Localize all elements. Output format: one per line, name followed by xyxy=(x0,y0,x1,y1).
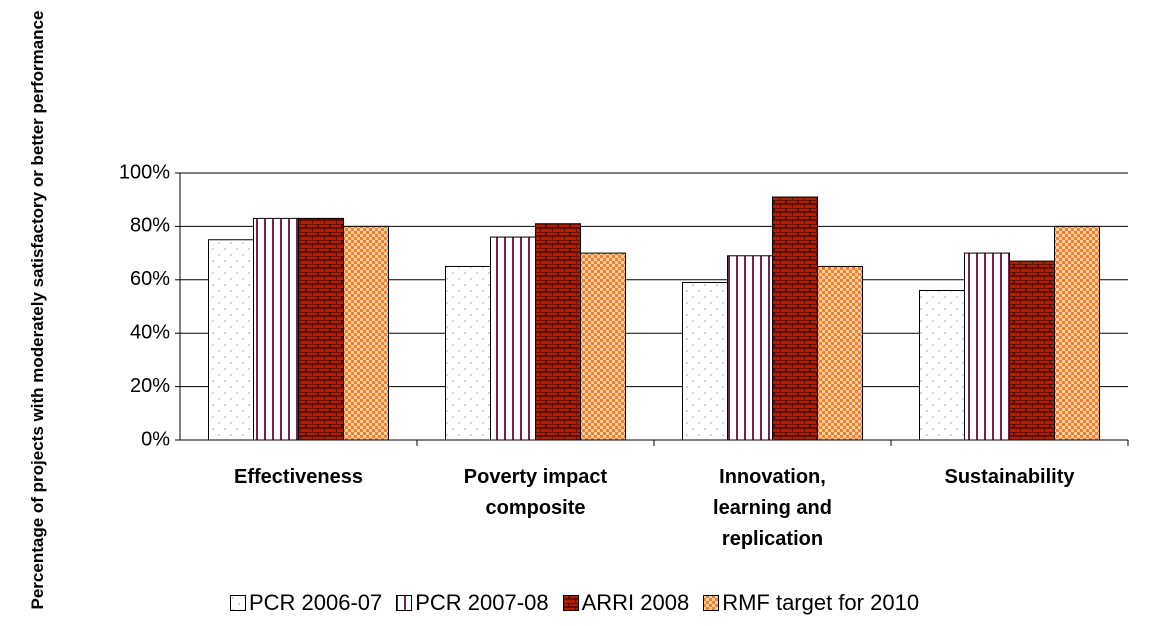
y-axis-title: Percentage of projects with moderately s… xyxy=(28,10,47,610)
legend-label: RMF target for 2010 xyxy=(722,590,920,615)
y-tick-label: 60% xyxy=(130,268,170,290)
bar xyxy=(919,289,965,441)
legend: PCR 2006-07 PCR 2007-08 ARRI 2008 RMF targe… xyxy=(0,590,1149,616)
y-tick-label: 80% xyxy=(130,215,170,237)
bar xyxy=(445,265,491,441)
bar xyxy=(1009,260,1055,441)
legend-label: PCR 2006-07 xyxy=(248,590,383,615)
legend-item: RMF target for 2010 xyxy=(703,590,919,616)
bar xyxy=(208,239,254,441)
bar xyxy=(580,252,626,441)
bar xyxy=(535,223,581,441)
bar xyxy=(772,196,818,441)
bar xyxy=(490,236,536,441)
legend-swatch xyxy=(562,595,579,611)
y-tick-label: 20% xyxy=(130,375,170,397)
x-tick-label: Poverty impact composite xyxy=(463,466,608,519)
bar xyxy=(817,265,863,441)
y-tick-label: 0% xyxy=(141,428,170,450)
legend-swatch xyxy=(703,595,720,611)
legend-item: PCR 2007-08 xyxy=(396,590,549,616)
bar xyxy=(298,217,344,441)
legend-label: ARRI 2008 xyxy=(581,590,690,615)
x-tick-label: Innovation, learning and replication xyxy=(713,466,832,550)
y-tick-label: 100% xyxy=(119,161,170,183)
y-tick-label: 40% xyxy=(130,321,170,343)
bar xyxy=(964,252,1010,441)
bar xyxy=(1054,225,1100,441)
x-tick-label: Effectiveness xyxy=(234,466,363,488)
bar xyxy=(253,217,299,441)
bar xyxy=(343,225,389,441)
bar xyxy=(727,255,773,441)
legend-swatch xyxy=(396,595,413,611)
x-tick-label: Sustainability xyxy=(944,466,1075,488)
bar xyxy=(682,281,728,441)
legend-item: PCR 2006-07 xyxy=(229,590,383,616)
legend-item: ARRI 2008 xyxy=(562,590,690,616)
legend-swatch xyxy=(229,595,246,611)
legend-label: PCR 2007-08 xyxy=(415,590,549,615)
